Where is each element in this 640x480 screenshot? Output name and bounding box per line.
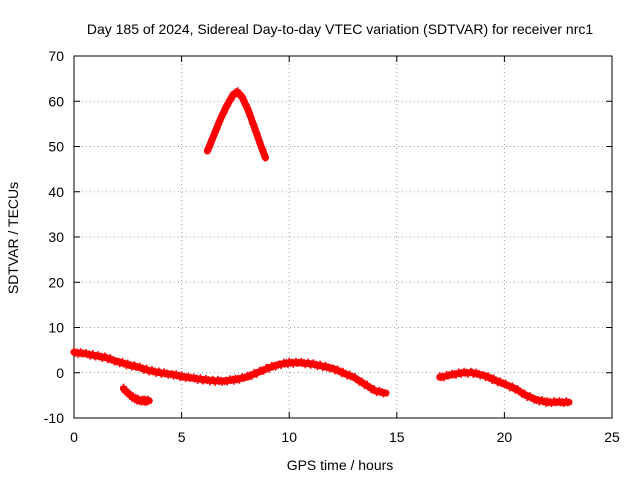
- y-tick-label: 0: [56, 365, 64, 381]
- data-point: [382, 389, 390, 397]
- axis-ticks: 0 5 10 15 20 25 -10 0 10 20 30 40 50 60 70: [44, 48, 620, 445]
- y-tick-label: -10: [44, 410, 64, 426]
- data-points: [70, 87, 573, 408]
- x-tick-label: 10: [281, 429, 297, 445]
- data-point: [358, 377, 366, 384]
- data-point: [228, 95, 235, 103]
- y-tick-label: 70: [48, 48, 64, 64]
- data-point: [206, 143, 214, 151]
- data-point: [253, 130, 261, 137]
- data-point: [241, 97, 248, 105]
- data-point: [509, 382, 516, 389]
- data-point: [243, 101, 250, 109]
- data-point: [216, 119, 223, 126]
- x-axis-label: GPS time / hours: [287, 457, 394, 473]
- data-point: [251, 124, 258, 131]
- data-point: [239, 93, 246, 100]
- sdtvar-main-track: [70, 347, 390, 398]
- y-tick-label: 50: [48, 139, 64, 155]
- x-tick-label: 20: [497, 429, 513, 445]
- data-point: [217, 117, 224, 125]
- data-point: [213, 125, 221, 133]
- data-point: [250, 121, 258, 128]
- grid: [74, 56, 612, 418]
- data-point: [209, 136, 216, 144]
- y-tick-label: 20: [48, 274, 64, 290]
- y-tick-label: 30: [48, 229, 64, 245]
- sdtvar-late-track: [436, 367, 573, 408]
- data-point: [146, 397, 153, 405]
- x-tick-label: 25: [604, 429, 620, 445]
- x-tick-label: 0: [70, 429, 78, 445]
- data-point: [255, 135, 263, 143]
- sdtvar-late-track-band: [436, 369, 573, 406]
- data-point: [221, 109, 228, 116]
- data-point: [262, 154, 269, 162]
- data-point: [248, 115, 255, 122]
- y-tick-label: 10: [48, 320, 64, 336]
- data-point: [209, 133, 217, 140]
- sdtvar-high-arc: [203, 87, 269, 162]
- y-tick-label: 40: [48, 184, 64, 200]
- y-tick-label: 60: [48, 93, 64, 109]
- data-point: [246, 109, 254, 117]
- data-point: [565, 398, 573, 406]
- x-tick-label: 5: [178, 429, 186, 445]
- chart-title: Day 185 of 2024, Sidereal Day-to-day VTE…: [87, 21, 593, 37]
- y-axis-label: SDTVAR / TECUs: [5, 182, 21, 294]
- data-point: [224, 102, 231, 110]
- x-tick-label: 15: [389, 429, 405, 445]
- sdtvar-small-arc: [120, 383, 153, 406]
